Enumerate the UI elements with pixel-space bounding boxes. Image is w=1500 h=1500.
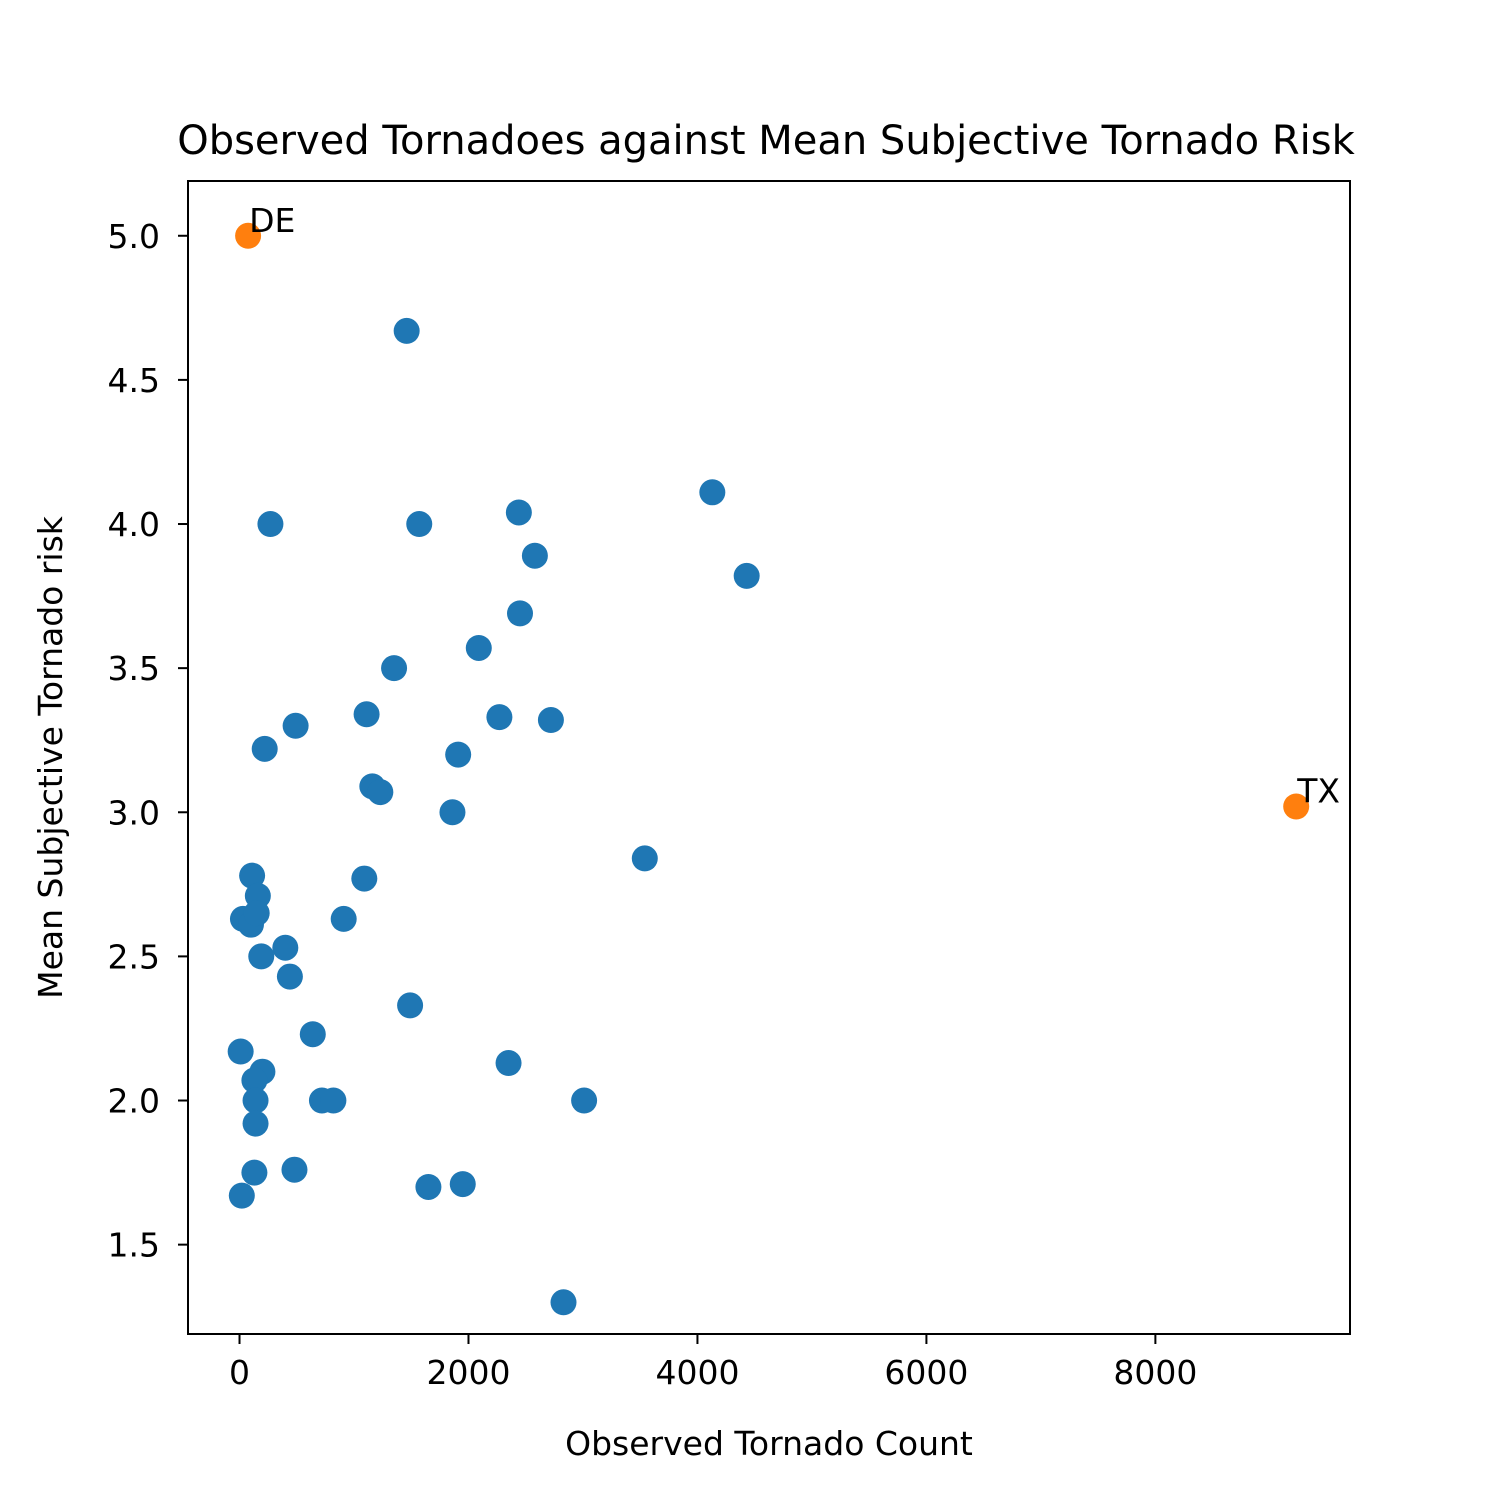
scatter-point (272, 934, 299, 961)
y-axis-ticks: 1.5 2.0 2.5 3.0 3.5 4.0 4.5 5.0 (108, 217, 188, 1265)
scatter-point (351, 865, 378, 892)
scatter-point (397, 992, 424, 1019)
scatter-point (239, 862, 266, 889)
scatter-point (242, 1087, 269, 1114)
y-tick-label: 3.0 (108, 793, 160, 832)
highlighted-point (235, 222, 262, 249)
scatter-point (353, 701, 380, 728)
scatter-point (465, 634, 492, 661)
plot-frame (187, 180, 1351, 1335)
scatter-point (241, 1159, 268, 1186)
scatter-point (486, 704, 513, 731)
scatter-point (521, 542, 548, 569)
scatter-point (228, 1182, 255, 1209)
scatter-point (299, 1021, 326, 1048)
y-axis-label: Mean Subjective Tornado risk (31, 515, 70, 999)
x-tick-label: 8000 (1113, 1353, 1197, 1392)
scatter-point (320, 1087, 347, 1114)
x-axis-label: Observed Tornado Count (565, 1424, 973, 1463)
x-tick-label: 2000 (426, 1353, 510, 1392)
plot-area: DE TX (227, 201, 1340, 1316)
point-annotation: DE (249, 201, 295, 240)
scatter-point (241, 1067, 268, 1094)
y-tick-label: 2.5 (108, 937, 160, 976)
scatter-point (406, 511, 433, 538)
highlighted-point (1283, 793, 1310, 820)
scatter-point (507, 600, 533, 627)
y-tick-label: 4.0 (108, 505, 160, 544)
x-tick-label: 0 (229, 1353, 250, 1392)
scatter-point (550, 1289, 577, 1316)
scatter-point (281, 1156, 308, 1183)
scatter-point (445, 741, 472, 768)
chart-title: Observed Tornadoes against Mean Subjecti… (177, 118, 1355, 164)
scatter-point (381, 655, 408, 682)
point-annotation: TX (1296, 772, 1340, 811)
scatter-point (330, 905, 357, 932)
x-axis-ticks: 0 2000 4000 6000 8000 (229, 1334, 1197, 1392)
scatter-point (276, 963, 303, 990)
scatter-point (257, 511, 284, 538)
scatter-point (537, 707, 564, 734)
scatter-point (251, 735, 278, 762)
scatter-point (495, 1050, 522, 1077)
x-tick-label: 4000 (655, 1353, 739, 1392)
y-tick-label: 5.0 (108, 217, 160, 256)
scatter-point (248, 943, 275, 970)
scatter-point (439, 799, 466, 826)
scatter-point (699, 479, 726, 506)
scatter-point (631, 845, 658, 872)
scatter-point (733, 562, 760, 589)
scatter-point (243, 900, 270, 927)
scatter-point (242, 1110, 269, 1137)
scatter-point (505, 499, 532, 526)
y-tick-label: 2.0 (108, 1082, 160, 1121)
scatter-point (282, 712, 309, 739)
scatter-point (227, 1038, 254, 1065)
scatter-point (367, 779, 394, 806)
y-tick-label: 4.5 (108, 361, 160, 400)
y-tick-label: 3.5 (108, 649, 160, 688)
y-tick-label: 1.5 (108, 1226, 160, 1265)
scatter-point (449, 1171, 476, 1198)
scatter-point (393, 317, 420, 344)
scatter-point (571, 1087, 598, 1114)
scatter-point (415, 1173, 442, 1200)
x-tick-label: 6000 (884, 1353, 968, 1392)
